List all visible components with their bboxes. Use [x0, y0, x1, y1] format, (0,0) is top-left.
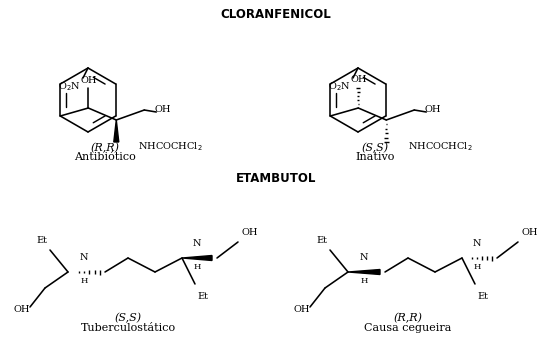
Text: (R,R): (R,R): [91, 143, 119, 153]
Text: N: N: [360, 253, 368, 262]
Text: O$_2$N: O$_2$N: [328, 80, 351, 93]
Text: H: H: [473, 263, 481, 271]
Text: (R,R): (R,R): [394, 313, 422, 323]
Text: N: N: [473, 239, 481, 248]
Text: ETAMBUTOL: ETAMBUTOL: [236, 172, 316, 185]
Text: Et: Et: [36, 236, 47, 245]
Text: OH: OH: [241, 228, 257, 237]
Text: OH: OH: [154, 106, 171, 115]
Text: O$_2$N: O$_2$N: [58, 80, 81, 93]
Text: OH: OH: [80, 76, 97, 85]
Text: OH: OH: [294, 306, 310, 315]
Text: OH: OH: [521, 228, 538, 237]
Polygon shape: [348, 270, 380, 274]
Text: Antibiótico: Antibiótico: [74, 152, 136, 162]
Text: H: H: [360, 277, 368, 285]
Text: (S,S): (S,S): [114, 313, 141, 323]
Text: N: N: [193, 239, 201, 248]
Polygon shape: [182, 255, 212, 261]
Polygon shape: [114, 120, 119, 142]
Text: OH: OH: [424, 106, 440, 115]
Text: CLORANFENICOL: CLORANFENICOL: [221, 8, 331, 21]
Text: Causa cegueira: Causa cegueira: [364, 323, 452, 333]
Text: Tuberculostático: Tuberculostático: [81, 323, 176, 333]
Text: NHCOCHCl$_2$: NHCOCHCl$_2$: [408, 140, 473, 153]
Text: Inativo: Inativo: [355, 152, 395, 162]
Text: Et: Et: [477, 292, 488, 301]
Text: Et: Et: [197, 292, 208, 301]
Text: OH: OH: [350, 75, 367, 84]
Text: H: H: [80, 277, 88, 285]
Text: N: N: [79, 253, 88, 262]
Text: (S,S): (S,S): [362, 143, 389, 153]
Text: NHCOCHCl$_2$: NHCOCHCl$_2$: [139, 140, 203, 153]
Text: Et: Et: [316, 236, 327, 245]
Text: H: H: [193, 263, 201, 271]
Text: OH: OH: [14, 306, 30, 315]
